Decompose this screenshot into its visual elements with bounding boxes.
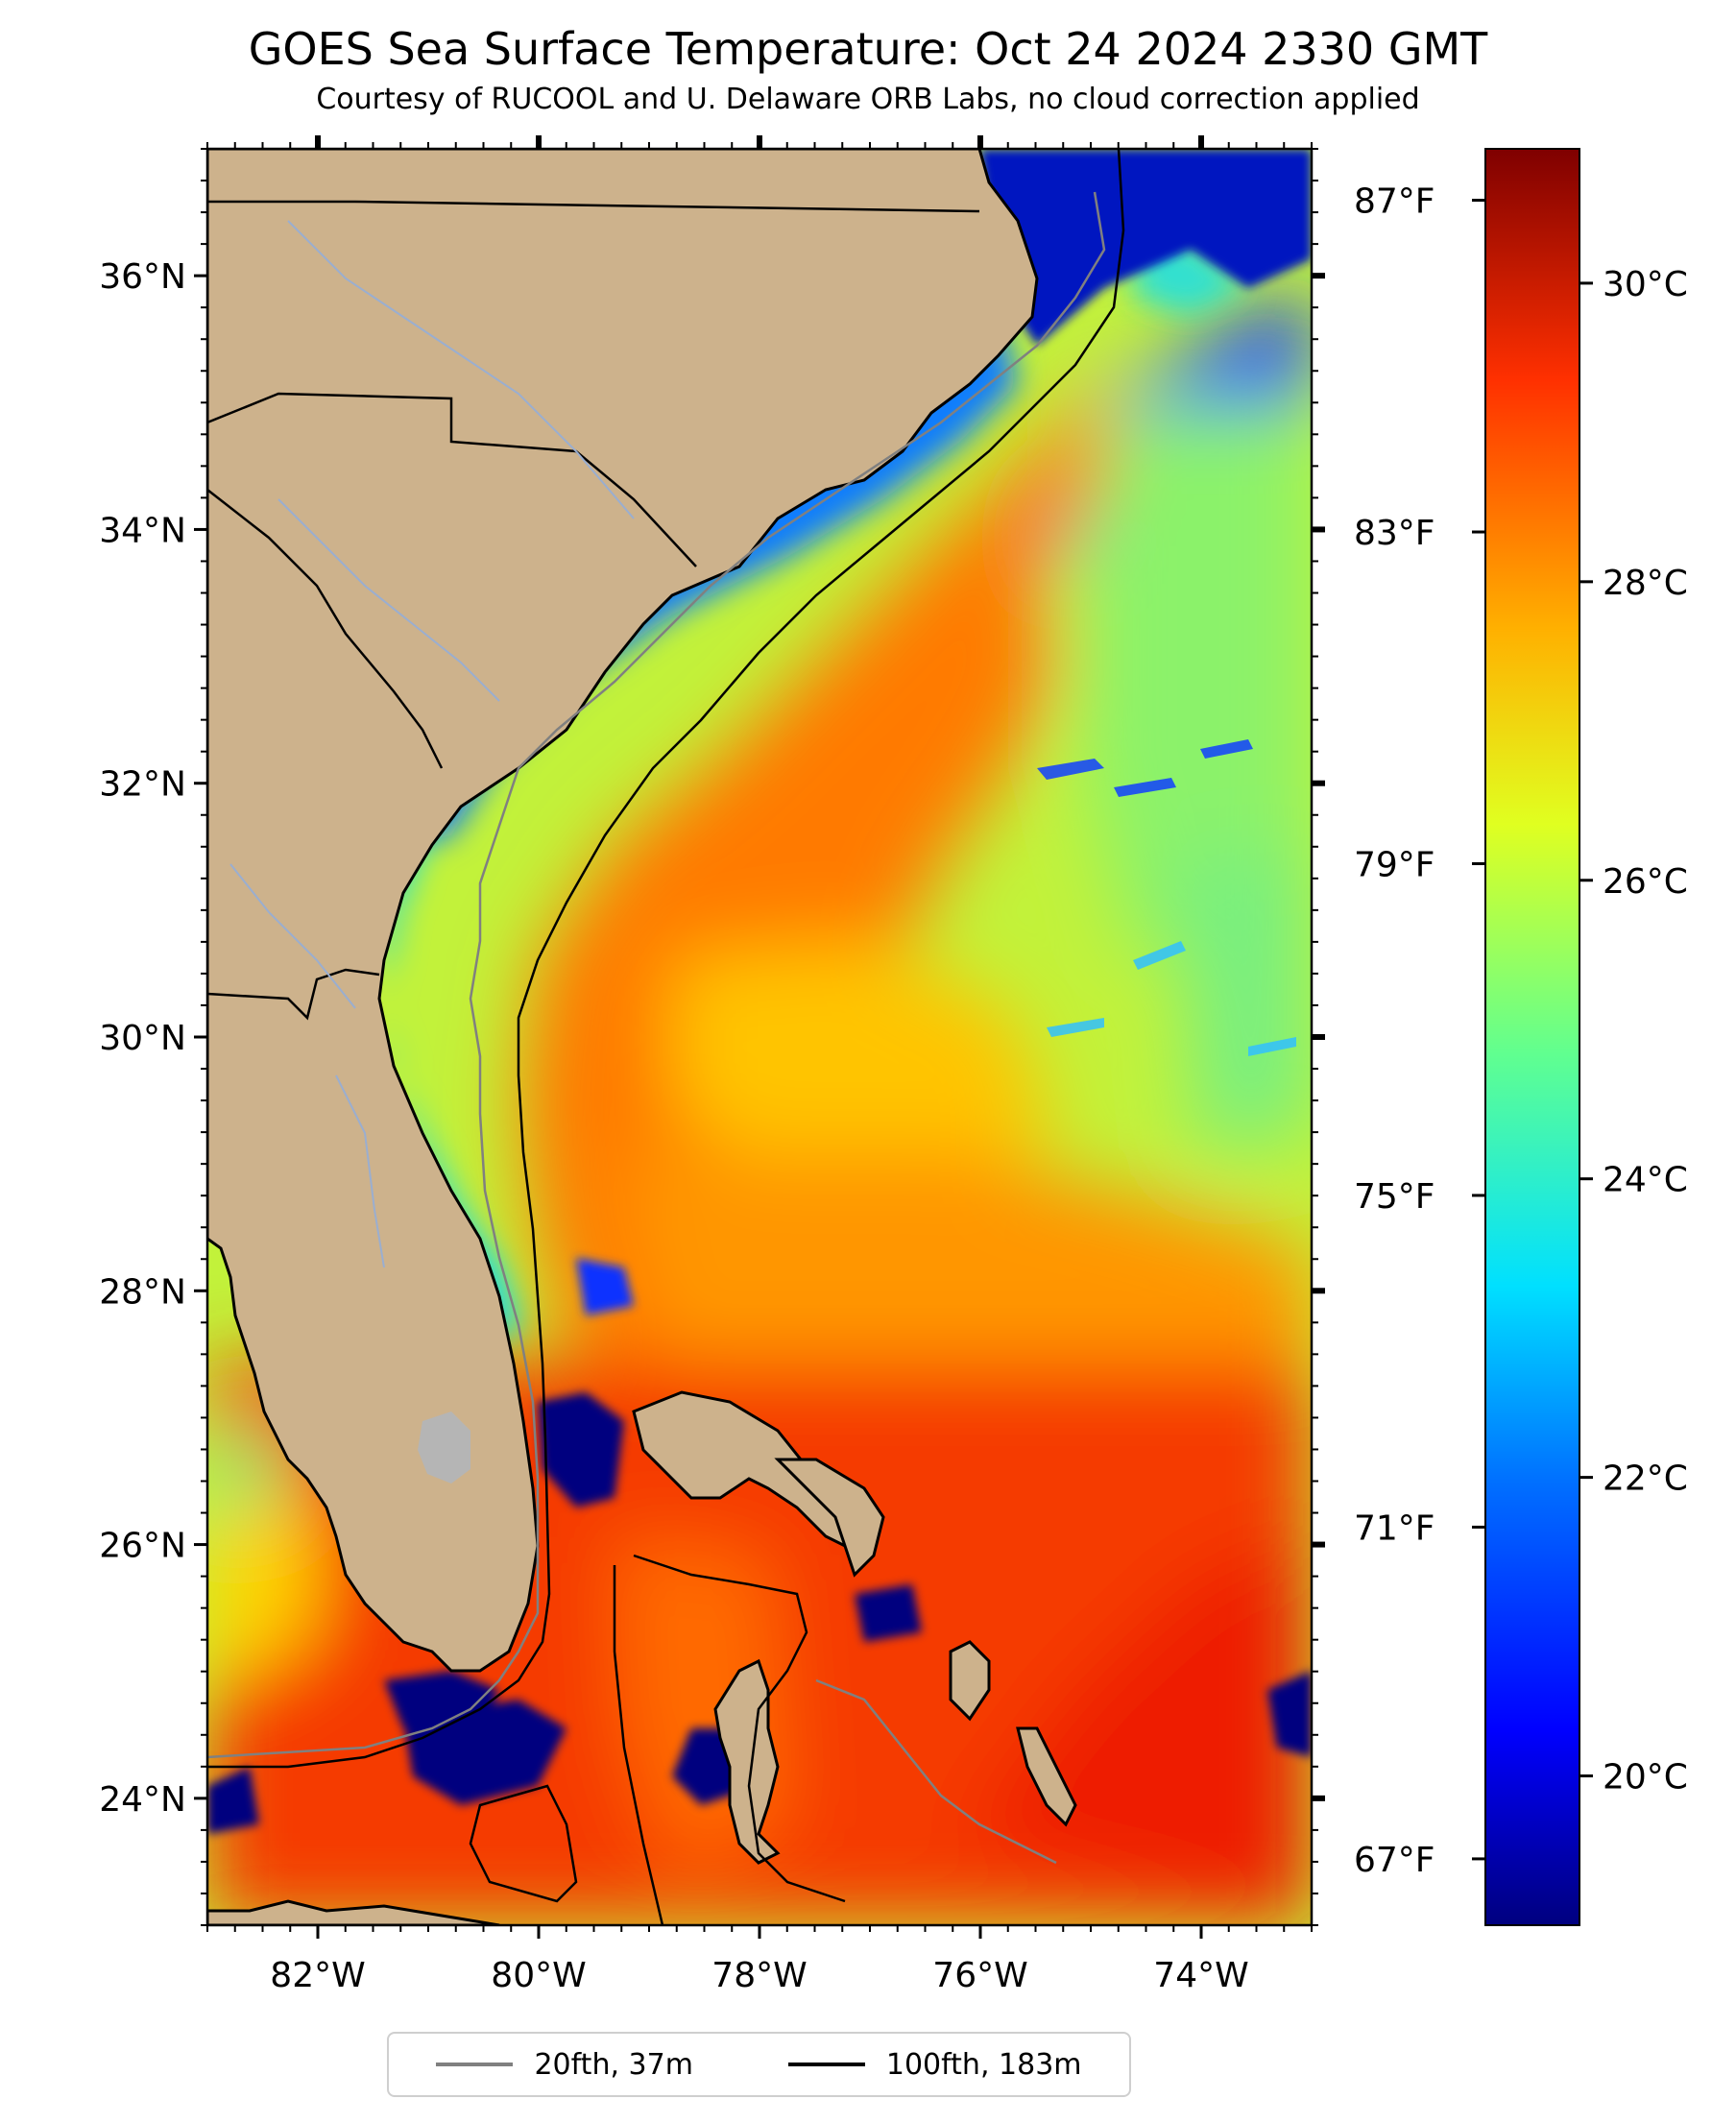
- cbar-flabel-67f: 67°F: [1354, 1841, 1435, 1880]
- cloud-streaks: [1037, 739, 1296, 1056]
- lon-label-78w: 78°W: [711, 1956, 807, 1995]
- cbar-label-30c: 30°C: [1603, 265, 1688, 304]
- legend-label-20fth: 20fth, 37m: [534, 2047, 693, 2082]
- river-1: [287, 220, 635, 519]
- cbar-label-26c: 26°C: [1603, 862, 1688, 902]
- lat-label-30n: 30°N: [99, 1019, 186, 1058]
- bahamas-eleuthera: [949, 1640, 991, 1722]
- contour-bahamas-c: [815, 1678, 1057, 1865]
- legend-item-20fth: 20fth, 37m: [436, 2047, 693, 2082]
- bahamas-andros: [713, 1658, 781, 1865]
- cbar-label-28c: 28°C: [1603, 564, 1688, 603]
- border-sc-ga: [207, 489, 444, 769]
- lon-label-76w: 76°W: [932, 1956, 1027, 1995]
- longitude-axis: 82°W 80°W 78°W 76°W 74°W: [206, 135, 1313, 1995]
- latitude-axis: 24°N 26°N 28°N 30°N 32°N 34°N 36°N: [99, 148, 1325, 1926]
- contour-20fth: [207, 191, 1106, 1759]
- lat-label-26n: 26°N: [99, 1527, 186, 1566]
- contour-bahamas-b: [613, 1565, 664, 1925]
- bahamas-abaco: [774, 1458, 885, 1578]
- legend-label-100fth: 100fth, 183m: [885, 2047, 1082, 2082]
- lon-label-80w: 80°W: [491, 1956, 586, 1995]
- legend-swatch-20fth: [436, 2063, 514, 2066]
- lat-label-32n: 32°N: [99, 765, 186, 805]
- cbar-label-24c: 24°C: [1603, 1161, 1688, 1200]
- lat-label-36n: 36°N: [99, 257, 186, 297]
- colorbar-fahrenheit-axis: 67°F 71°F 75°F 79°F 83°F 87°F: [1354, 182, 1485, 1880]
- figure-title: GOES Sea Surface Temperature: Oct 24 202…: [248, 23, 1488, 75]
- lat-label-34n: 34°N: [99, 511, 186, 550]
- bahamas-grand: [632, 1390, 847, 1549]
- bathymetry-contours: [207, 149, 1125, 1925]
- land: [207, 149, 1077, 1925]
- cbar-label-22c: 22°C: [1603, 1460, 1688, 1499]
- figure-subtitle: Courtesy of RUCOOL and U. Delaware ORB L…: [316, 83, 1420, 116]
- cbar-flabel-87f: 87°F: [1354, 182, 1435, 222]
- cbar-flabel-75f: 75°F: [1354, 1177, 1435, 1217]
- contour-100fth: [207, 149, 1125, 1769]
- political-borders: [207, 200, 980, 1268]
- lon-label-82w: 82°W: [270, 1956, 365, 1995]
- contour-caysal: [469, 1784, 578, 1903]
- cbar-flabel-71f: 71°F: [1354, 1508, 1435, 1548]
- legend-swatch-100fth: [787, 2063, 865, 2066]
- cloud-patches: [207, 149, 1312, 1834]
- border-ga-fl: [207, 968, 380, 1021]
- lon-label-74w: 74°W: [1153, 1956, 1248, 1995]
- river-3: [229, 863, 356, 1009]
- cbar-flabel-83f: 83°F: [1354, 514, 1435, 553]
- lat-label-24n: 24°N: [99, 1780, 186, 1820]
- border-va-nc: [207, 200, 980, 213]
- river-4: [335, 1074, 385, 1268]
- colorbar-celsius-axis: 20°C 22°C 24°C 26°C 28°C 30°C: [1579, 265, 1688, 1797]
- river-2: [277, 498, 500, 702]
- legend: 20fth, 37m 100fth, 183m: [387, 2032, 1131, 2097]
- us-mainland: [207, 149, 1039, 1673]
- cbar-label-20c: 20°C: [1603, 1758, 1688, 1797]
- legend-item-100fth: 100fth, 183m: [787, 2047, 1082, 2082]
- cuba-coast: [207, 1899, 500, 1925]
- sst-field: [207, 149, 1312, 1925]
- lake-okeechobee: [418, 1411, 470, 1484]
- border-nc-sc: [207, 392, 697, 567]
- sst-color-layers: [207, 149, 1312, 1925]
- bahamas-exuma: [1016, 1726, 1077, 1827]
- contour-bahamas-a: [633, 1554, 846, 1903]
- lat-label-28n: 28°N: [99, 1272, 186, 1312]
- colorbar: [1484, 148, 1580, 1926]
- cbar-flabel-79f: 79°F: [1354, 845, 1435, 884]
